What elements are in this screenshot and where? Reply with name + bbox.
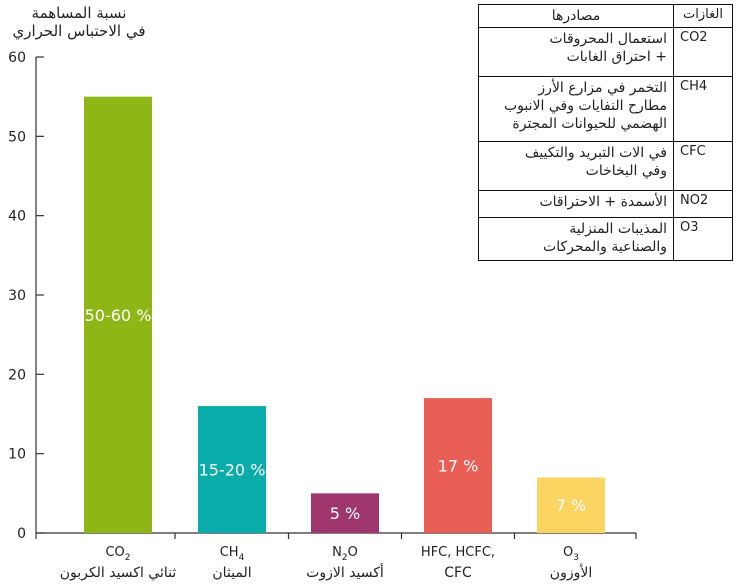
y-axis-label-line-1: نسبة المساهمة bbox=[31, 4, 127, 22]
source-line: الهضمي للحيوانات المجترة bbox=[512, 116, 667, 132]
source-line: في الات التبريد والتكييف bbox=[524, 145, 667, 161]
y-axis-label-line-2: في الاحتباس الحراري bbox=[12, 22, 146, 40]
table-row: المذيبات المنزلية والصناعية والمحركات O3 bbox=[478, 217, 733, 261]
table-row: في الات التبريد والتكييف وفي البخاخات CF… bbox=[478, 141, 733, 191]
table-row: الأسمدة + الاحتراقات NO2 bbox=[478, 190, 733, 218]
source-cell: الأسمدة + الاحتراقات bbox=[478, 190, 674, 218]
source-line: استعمال المحروقات bbox=[549, 31, 668, 47]
source-cell: استعمال المحروقات + احتراق الغابات bbox=[478, 27, 674, 77]
category-name: ثنائي اكسيد الكربون bbox=[60, 565, 177, 581]
category-formula: HFC, HCFC, bbox=[421, 545, 495, 560]
table-row: استعمال المحروقات + احتراق الغابات CO2 bbox=[478, 27, 733, 77]
bar bbox=[84, 96, 152, 534]
source-line: + احتراق الغابات bbox=[566, 49, 667, 65]
category-name: الميثان bbox=[212, 565, 251, 581]
y-tick-label: 30 bbox=[8, 288, 26, 304]
bar-value-label: 7 % bbox=[556, 496, 586, 515]
bar bbox=[424, 398, 492, 533]
category-name: CFC bbox=[444, 565, 472, 581]
y-tick-label: 10 bbox=[8, 447, 26, 463]
category-formula: CH4 bbox=[220, 545, 245, 563]
bar-value-label: 17 % bbox=[438, 457, 479, 476]
category-name: أكسيد الازوت bbox=[306, 563, 384, 581]
table-row: التخمر في مزارع الأرز مطارح النفايات وفي… bbox=[478, 76, 733, 142]
y-axis-label: نسبة المساهمة في الاحتباس الحراري bbox=[4, 4, 154, 40]
y-tick-label: 60 bbox=[8, 50, 26, 66]
bar bbox=[198, 406, 266, 533]
source-cell: المذيبات المنزلية والصناعية والمحركات bbox=[478, 217, 674, 261]
gas-sources-table: مصادرها الغازات استعمال المحروقات + احتر… bbox=[478, 4, 733, 261]
category-name: الأوزون bbox=[550, 563, 592, 581]
bar bbox=[311, 493, 379, 533]
y-tick-label: 50 bbox=[8, 129, 26, 145]
y-tick-label: 40 bbox=[8, 209, 26, 225]
header-sources: مصادرها bbox=[478, 4, 674, 28]
source-line: وفي البخاخات bbox=[585, 163, 667, 179]
header-gases: الغازات bbox=[673, 4, 733, 28]
y-tick-label: 20 bbox=[8, 367, 26, 383]
gas-cell: CH4 bbox=[673, 76, 733, 142]
source-line: المذيبات المنزلية bbox=[569, 221, 667, 237]
table-header-row: مصادرها الغازات bbox=[478, 4, 733, 28]
source-cell: التخمر في مزارع الأرز مطارح النفايات وفي… bbox=[478, 76, 674, 142]
category-formula: N2O bbox=[332, 545, 358, 563]
bar-value-label: 50-60 % bbox=[85, 306, 152, 325]
source-line: مطارح النفايات وفي الانبوب bbox=[504, 98, 667, 114]
y-tick-label: 0 bbox=[17, 526, 26, 542]
gas-cell: NO2 bbox=[673, 190, 733, 218]
bar-value-label: 5 % bbox=[330, 504, 360, 523]
category-formula: CO2 bbox=[105, 545, 130, 563]
gas-cell: O3 bbox=[673, 217, 733, 261]
bar-value-label: 15-20 % bbox=[199, 461, 266, 480]
x-axis-labels: CO2 ثنائي اكسيد الكربون CH4 الميثان N2Oأكسيد… bbox=[60, 545, 592, 581]
gas-cell: CFC bbox=[673, 141, 733, 191]
category-formula: O3 bbox=[563, 545, 579, 563]
source-cell: في الات التبريد والتكييف وفي البخاخات bbox=[478, 141, 674, 191]
source-line: الأسمدة + الاحتراقات bbox=[539, 194, 667, 210]
gas-cell: CO2 bbox=[673, 27, 733, 77]
source-line: التخمر في مزارع الأرز bbox=[538, 80, 667, 96]
source-line: والصناعية والمحركات bbox=[543, 239, 667, 255]
bars: 50-60 % 15-20 % 5 % 17 % 7 % bbox=[84, 96, 605, 534]
bar bbox=[537, 477, 605, 533]
